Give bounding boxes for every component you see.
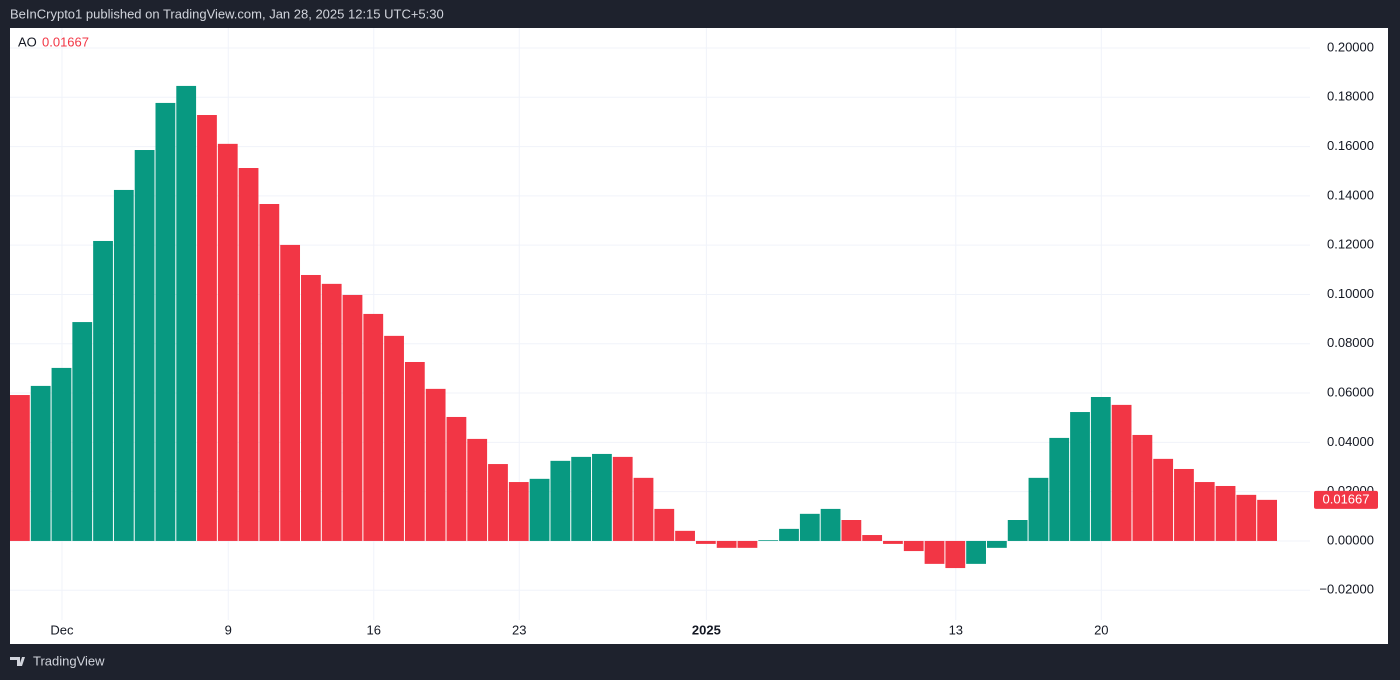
plot: −0.020000.000000.020000.040000.060000.08…: [10, 28, 1378, 637]
bar: [197, 115, 217, 541]
y-tick-label: 0.04000: [1327, 434, 1374, 449]
bar: [113, 189, 134, 541]
bar: [1132, 434, 1153, 541]
y-tick-label: 0.00000: [1327, 532, 1374, 547]
y-tick-label: 0.18000: [1327, 89, 1374, 104]
bar: [10, 395, 30, 541]
x-tick-label: 16: [367, 622, 381, 637]
bar: [1049, 437, 1070, 541]
bar: [1236, 494, 1257, 541]
price-tag-label: 0.01667: [1323, 491, 1370, 506]
bar: [467, 438, 488, 541]
bar: [779, 528, 799, 541]
bar: [945, 540, 966, 569]
x-tick-label: 2025: [692, 622, 721, 637]
publish-info: BeInCrypto1 published on TradingView.com…: [10, 6, 444, 21]
x-tick-label: 9: [225, 622, 232, 637]
bar: [1174, 468, 1194, 541]
bar: [1090, 397, 1111, 541]
bar: [924, 540, 945, 564]
bar: [425, 388, 446, 541]
bar: [633, 477, 654, 541]
bar: [72, 322, 93, 541]
bar: [592, 453, 612, 541]
bar: [986, 540, 1007, 548]
bar: [571, 456, 592, 541]
bar: [488, 464, 508, 541]
bar: [820, 508, 841, 541]
bar: [675, 530, 695, 541]
bar: [903, 540, 924, 552]
y-tick-label: 0.12000: [1327, 237, 1374, 252]
y-tick-label: 0.16000: [1327, 138, 1374, 153]
bar: [716, 540, 737, 548]
bar: [259, 203, 280, 541]
price-tag: [1314, 490, 1378, 509]
bar: [342, 294, 363, 541]
bar: [841, 520, 862, 541]
bar: [51, 367, 72, 541]
bar: [363, 313, 384, 541]
y-tick-label: 0.06000: [1327, 384, 1374, 399]
bar: [30, 385, 51, 541]
y-tick-label: 0.20000: [1327, 39, 1374, 54]
bar: [134, 150, 155, 541]
brand: TradingView: [33, 653, 105, 668]
bar: [238, 168, 259, 541]
legend-value: 0.01667: [42, 34, 89, 49]
bar: [1111, 404, 1132, 541]
x-tick-label: 13: [949, 622, 963, 637]
y-tick-label: 0.10000: [1327, 286, 1374, 301]
bar: [1194, 482, 1215, 541]
bar: [217, 143, 238, 541]
bar: [321, 283, 342, 541]
bar: [862, 535, 883, 541]
bar: [1215, 485, 1236, 541]
legend-name: AO: [18, 34, 37, 49]
bar: [384, 335, 404, 541]
tv-logo: [10, 657, 25, 666]
y-tick-label: 0.08000: [1327, 335, 1374, 350]
bar: [966, 540, 986, 564]
y-tick-label: 0.14000: [1327, 187, 1374, 202]
bar: [155, 102, 176, 541]
bar: [1257, 499, 1277, 541]
x-tick-label: 20: [1094, 622, 1108, 637]
y-tick-label: −0.02000: [1319, 582, 1374, 597]
bar: [758, 540, 779, 541]
bar: [508, 482, 529, 541]
bar: [404, 361, 425, 541]
bar: [654, 508, 675, 541]
bar: [550, 460, 571, 541]
bar: [529, 478, 550, 541]
x-tick-label: 23: [512, 622, 526, 637]
x-tick-label: Dec: [50, 622, 74, 637]
bar: [799, 513, 820, 541]
bar: [1153, 458, 1174, 541]
bar: [176, 85, 197, 541]
bar: [93, 240, 113, 541]
bar: [1028, 477, 1049, 541]
bar: [280, 244, 301, 541]
bar: [446, 416, 467, 541]
bar: [1007, 520, 1028, 541]
bar: [612, 456, 633, 541]
bar: [301, 274, 321, 541]
bar: [1070, 412, 1090, 541]
bar: [695, 540, 716, 544]
bar: [883, 540, 903, 544]
bar: [737, 540, 758, 548]
